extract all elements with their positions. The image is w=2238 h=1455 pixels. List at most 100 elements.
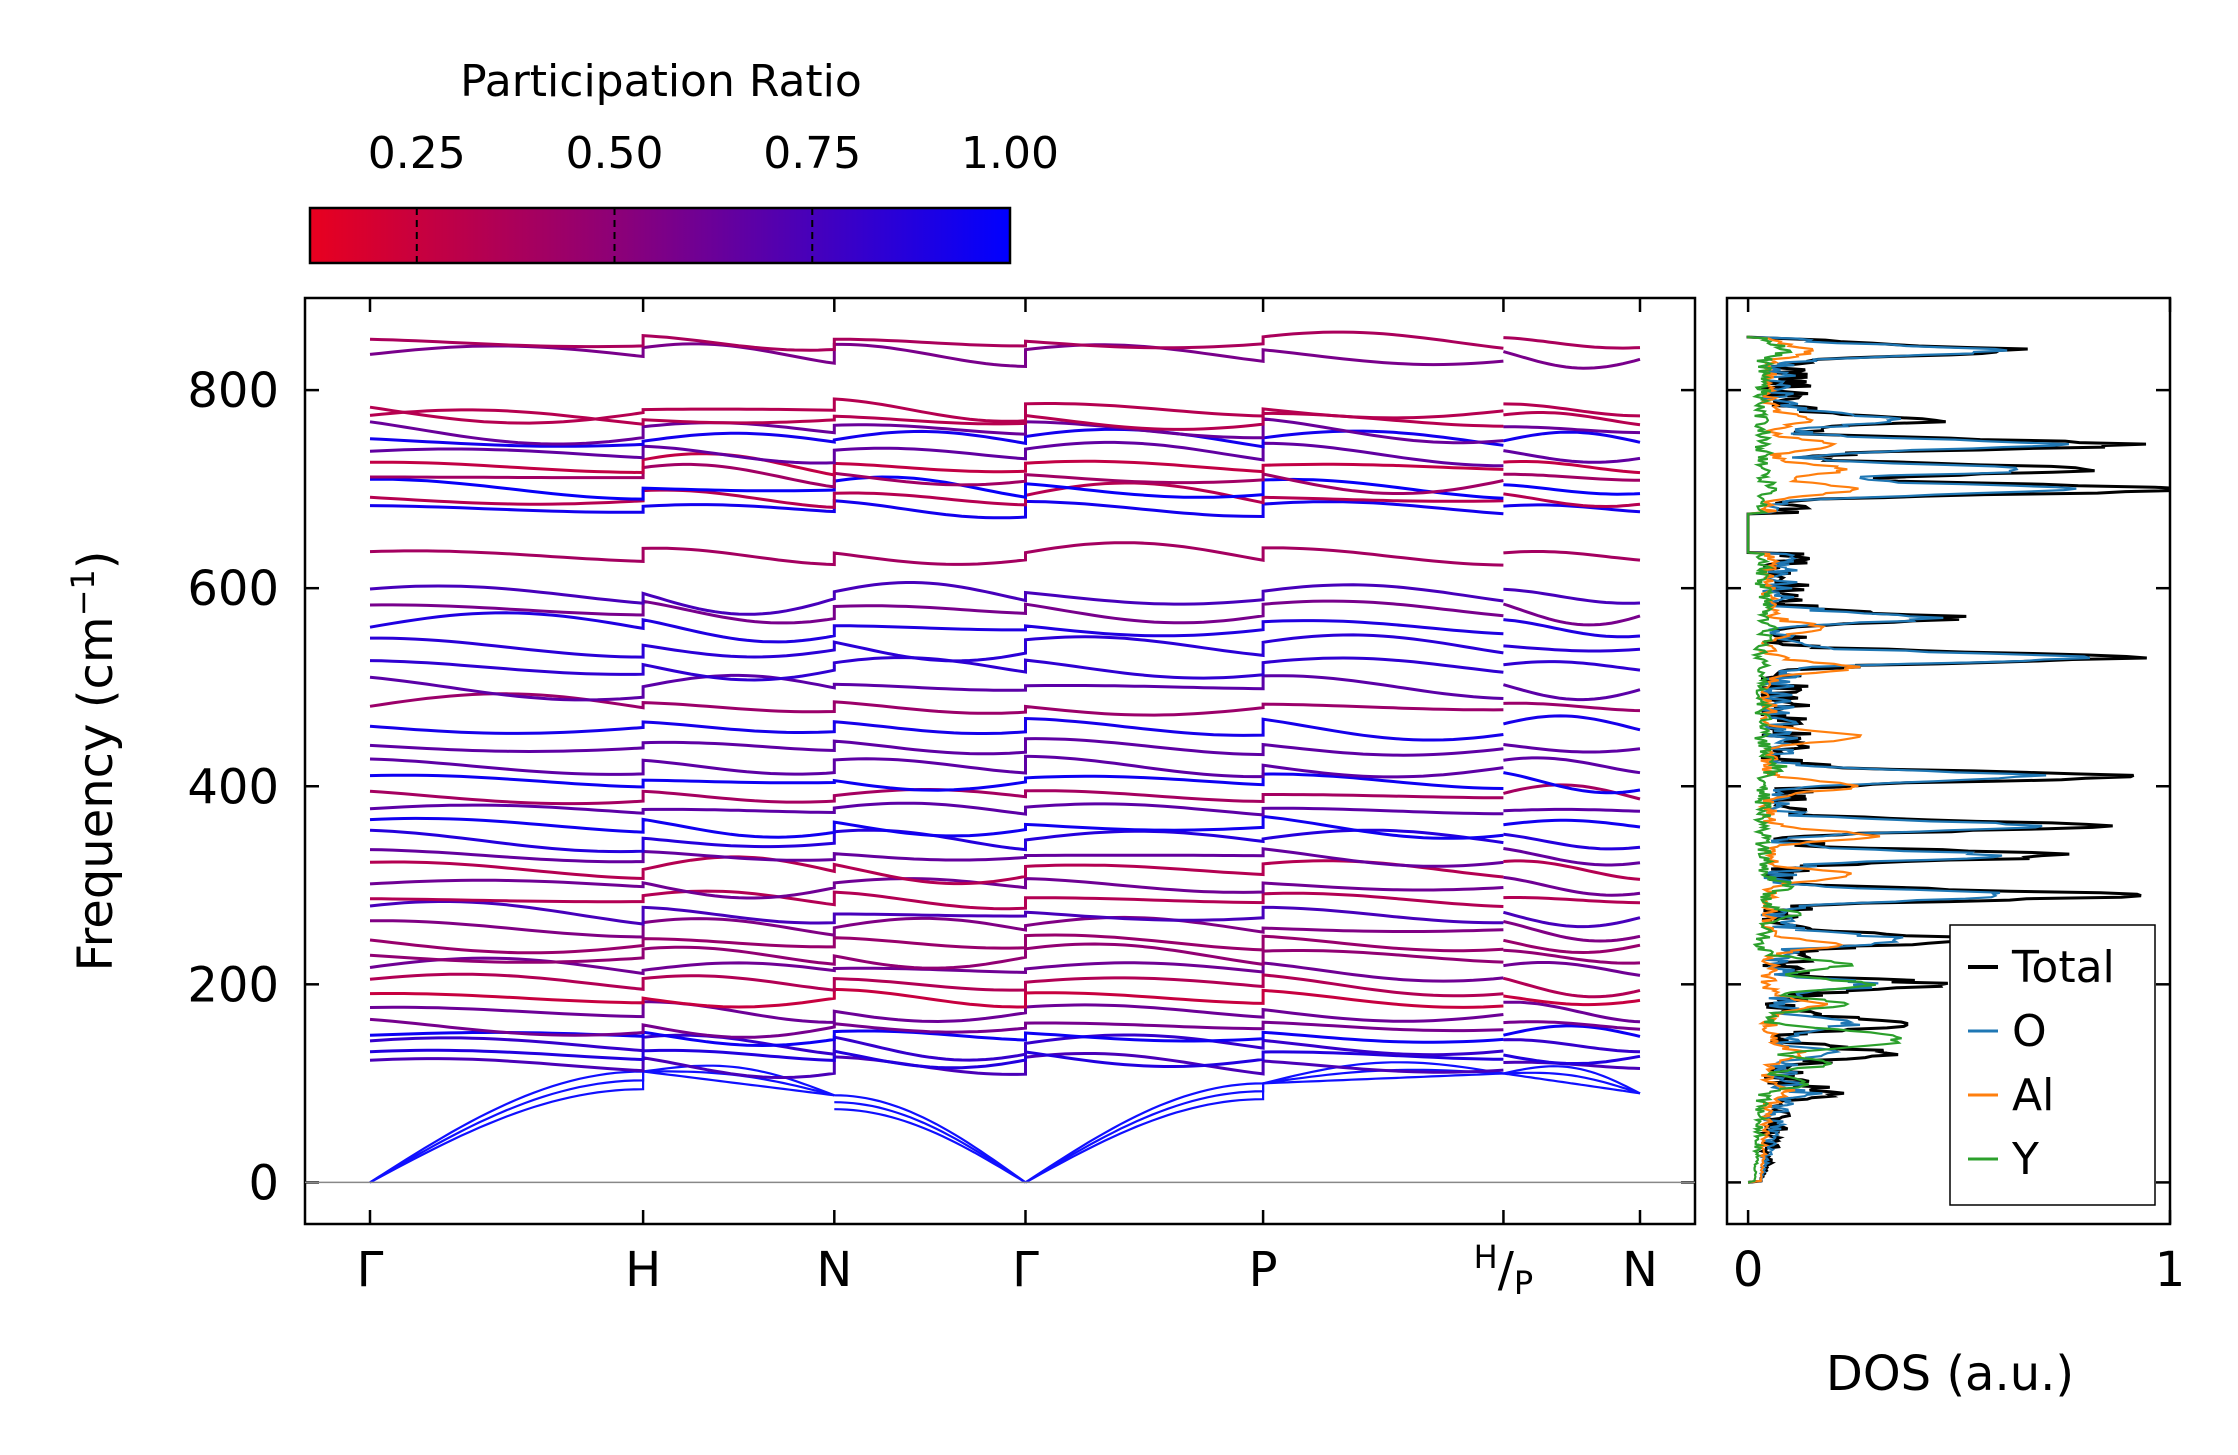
optical-band xyxy=(369,440,1641,468)
acoustic-band xyxy=(1503,1072,1641,1095)
optical-band xyxy=(369,499,1641,520)
optical-band xyxy=(369,397,1641,425)
acoustic-band xyxy=(834,1101,1027,1184)
x-tick-label: P xyxy=(1249,1242,1278,1298)
acoustic-band xyxy=(369,1070,835,1184)
optical-band xyxy=(369,801,1641,817)
acoustic-band xyxy=(834,1108,1027,1184)
colorbar-tick-label: 0.25 xyxy=(368,128,466,179)
dos-x-tick-label: 0 xyxy=(1733,1242,1764,1298)
optical-band xyxy=(369,714,1641,742)
y-tick-label: 600 xyxy=(187,561,279,617)
optical-band xyxy=(369,1000,1641,1024)
acoustic-band xyxy=(1024,1072,1504,1184)
y-axis-label-main: Frequency (cm xyxy=(68,616,124,971)
optical-band xyxy=(369,754,1641,779)
legend-label: Total xyxy=(2011,942,2115,993)
optical-band xyxy=(369,855,1641,886)
colorbar-ticks xyxy=(415,208,814,263)
optical-band xyxy=(369,889,1641,911)
x-tick-label: Γ xyxy=(1012,1242,1039,1298)
dos-series-al xyxy=(1747,335,1881,1184)
optical-band xyxy=(369,847,1641,868)
y-axis-label-sup: −1 xyxy=(64,569,102,616)
break-upper: H xyxy=(1474,1238,1498,1276)
optical-band xyxy=(369,673,1641,702)
dos-series-y xyxy=(1747,335,1902,1184)
dos-frame xyxy=(1725,296,2172,1226)
acoustic-band xyxy=(1503,1065,1641,1095)
y-tick-label: 400 xyxy=(187,759,279,815)
optical-band xyxy=(369,330,1641,352)
band-lines xyxy=(369,330,1641,1184)
optical-band xyxy=(369,972,1641,999)
colorbar-tick-labels: 0.25 0.50 0.75 1.00 xyxy=(368,128,1059,179)
optical-band xyxy=(369,1017,1641,1039)
optical-band xyxy=(369,342,1641,370)
optical-band xyxy=(369,417,1641,446)
legend-label: Y xyxy=(2011,1134,2039,1185)
optical-band xyxy=(369,737,1641,757)
acoustic-band xyxy=(1024,1061,1504,1184)
optical-band xyxy=(369,655,1641,682)
optical-band xyxy=(369,481,1641,509)
optical-band xyxy=(369,611,1641,644)
optical-band xyxy=(369,541,1641,567)
break-slash: / xyxy=(1498,1242,1515,1298)
optical-band xyxy=(369,427,1641,449)
optical-band xyxy=(369,692,1641,717)
x-axis: Γ H N Γ P H/P N xyxy=(357,298,1658,1302)
y-tick-label: 0 xyxy=(248,1155,279,1211)
colorbar-title: Participation Ratio xyxy=(460,56,862,107)
legend: Total O Al Y xyxy=(1949,924,2156,1206)
x-tick-label-break: H/P xyxy=(1474,1238,1534,1302)
optical-band xyxy=(369,933,1641,955)
y-axis-label-end: ) xyxy=(68,550,124,569)
dos-lines xyxy=(1746,335,2170,1184)
y-tick-label: 200 xyxy=(187,957,279,1013)
optical-band xyxy=(369,942,1641,970)
colorbar-tick-label: 1.00 xyxy=(961,128,1059,179)
optical-band xyxy=(370,475,1641,501)
x-tick-label: Γ xyxy=(357,1242,384,1298)
x-tick-label: H xyxy=(625,1242,661,1298)
optical-band xyxy=(369,408,1641,431)
acoustic-band xyxy=(369,1064,835,1184)
optical-band xyxy=(370,633,1641,663)
optical-band xyxy=(369,771,1641,795)
acoustic-band xyxy=(1503,1071,1641,1095)
optical-band xyxy=(370,915,1641,943)
x-tick-label: N xyxy=(816,1242,852,1298)
legend-label: Al xyxy=(2012,1070,2054,1121)
y-axis: 0 200 400 600 800 xyxy=(187,363,1695,1211)
y-axis-label: Frequency (cm−1) xyxy=(64,550,124,971)
dos-x-tick-label: 1 xyxy=(2155,1242,2186,1298)
optical-band xyxy=(370,452,1641,477)
optical-band xyxy=(369,581,1641,616)
optical-band xyxy=(369,1048,1641,1070)
dos-x-axis-label: DOS (a.u.) xyxy=(1826,1346,2074,1402)
acoustic-band xyxy=(369,1070,835,1184)
acoustic-band xyxy=(1024,1068,1504,1184)
y-tick-label: 800 xyxy=(187,363,279,419)
legend-label: O xyxy=(2012,1006,2047,1057)
optical-band xyxy=(369,875,1641,900)
optical-band xyxy=(369,987,1641,1009)
colorbar-tick-label: 0.50 xyxy=(566,128,664,179)
colorbar-tick-label: 0.75 xyxy=(763,128,861,179)
x-tick-label: N xyxy=(1622,1242,1658,1298)
optical-band xyxy=(369,599,1641,627)
colorbar-gradient xyxy=(308,206,1012,265)
optical-band xyxy=(369,900,1641,929)
acoustic-band xyxy=(834,1094,1027,1184)
optical-band xyxy=(370,462,1640,495)
break-lower: P xyxy=(1514,1264,1533,1302)
optical-band xyxy=(369,814,1641,840)
colorbar: Participation Ratio 0.25 0.50 0.75 1.00 xyxy=(308,56,1059,265)
dispersion-frame xyxy=(303,296,1697,1226)
optical-band xyxy=(369,1033,1641,1062)
